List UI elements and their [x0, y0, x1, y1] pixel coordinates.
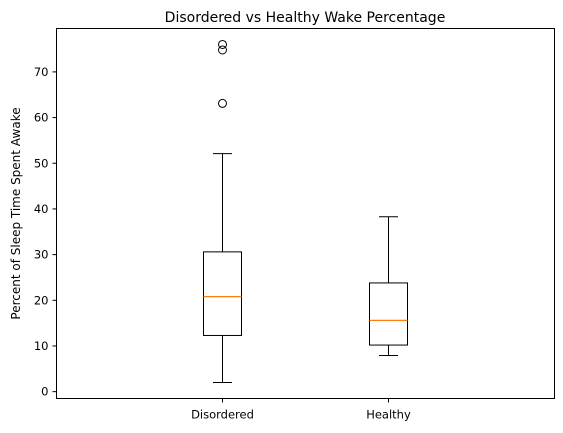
y-tick-label: 60	[34, 111, 49, 125]
boxes-layer	[203, 39, 408, 384]
outlier-point	[218, 39, 227, 49]
y-tick-label: 30	[34, 248, 49, 262]
y-tick-label: 20	[34, 293, 49, 307]
outlier-point	[218, 45, 227, 55]
y-axis: 0 10 20 30 40 50 60 70	[34, 65, 57, 399]
y-tick-label: 0	[41, 385, 48, 399]
y-tick-label: 40	[34, 202, 49, 216]
box-disordered	[203, 39, 242, 384]
x-tick-label: Disordered	[191, 408, 254, 422]
box-healthy	[369, 216, 408, 357]
y-axis-label: Percent of Sleep Time Spent Awake	[9, 107, 23, 319]
y-tick-label: 10	[34, 339, 49, 353]
iqr-box	[203, 251, 242, 336]
y-tick-label: 70	[34, 65, 49, 79]
iqr-box	[369, 282, 408, 346]
x-axis: Disordered Healthy	[191, 398, 411, 422]
plot-area	[56, 28, 555, 399]
chart-title: Disordered vs Healthy Wake Percentage	[165, 10, 446, 26]
outlier-point	[218, 98, 227, 108]
y-tick-label: 50	[34, 156, 49, 170]
x-tick-label: Healthy	[366, 408, 411, 422]
